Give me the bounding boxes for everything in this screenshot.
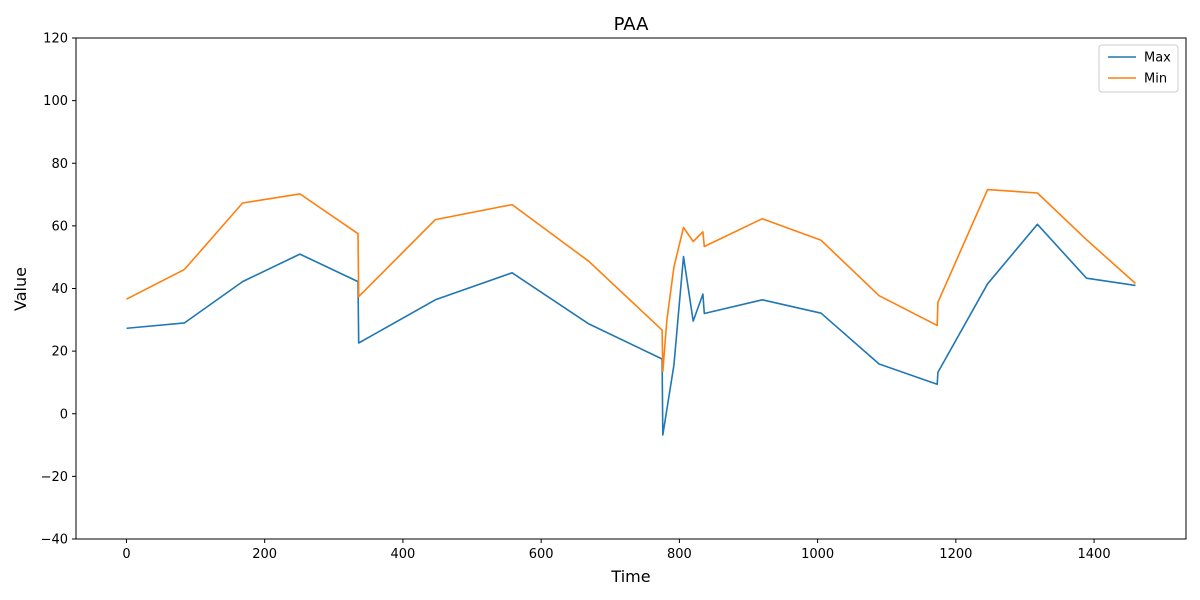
y-tick-label: 120: [43, 32, 68, 47]
legend-label-max: Max: [1144, 51, 1171, 66]
x-tick-label: 800: [667, 547, 692, 562]
x-tick-label: 1200: [939, 547, 972, 562]
y-tick-label: 40: [51, 282, 68, 297]
plot-area: [126, 188, 1137, 436]
y-tick-label: 80: [51, 157, 68, 172]
y-tick-label: 60: [51, 219, 68, 234]
y-tick-label: 0: [60, 407, 68, 422]
x-axis: 0 200 400 600 800 1000 1200 1400: [122, 539, 1111, 562]
y-tick-label: −20: [41, 470, 68, 485]
chart-title: PAA: [614, 14, 650, 35]
x-tick-label: 1000: [801, 547, 834, 562]
legend-label-min: Min: [1144, 72, 1167, 87]
x-tick-label: 1400: [1078, 547, 1111, 562]
x-axis-label: Time: [610, 567, 650, 586]
x-tick-label: 0: [122, 547, 130, 562]
x-tick-label: 200: [252, 547, 277, 562]
y-axis-label: Value: [11, 267, 30, 311]
series-line-min: [126, 188, 1137, 373]
y-tick-label: −40: [41, 533, 68, 548]
plot-frame: [75, 37, 1187, 540]
x-tick-label: 400: [391, 547, 416, 562]
series-line-max: [126, 223, 1136, 436]
x-tick-label: 600: [529, 547, 554, 562]
y-axis: −40 −20 0 20 40 60 80 100 120: [41, 32, 76, 548]
y-tick-label: 100: [43, 94, 68, 109]
y-tick-label: 20: [51, 345, 68, 360]
legend: Max Min: [1098, 44, 1179, 93]
